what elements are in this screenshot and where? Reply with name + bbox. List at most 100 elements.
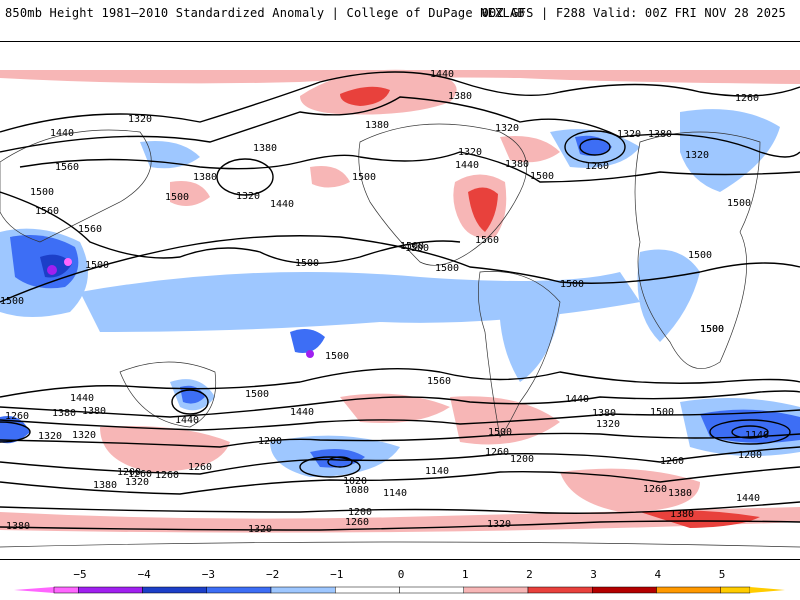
contour-1320-north [19,151,800,183]
contour-label: 1500 [727,198,751,209]
contour-label: 1440 [270,199,294,210]
contour-label: 1320 [617,129,641,140]
contour-label: 1080 [345,485,369,496]
map-panel: 1440 1380 1320 1380 1320 1260 1320 1380 … [0,41,800,560]
contour-labels: 1440 1380 1320 1380 1320 1260 1320 1380 … [0,69,769,535]
colorbar-segment [270,586,336,594]
contour-label: 1320 [248,524,272,535]
contour-label: 1440 [50,128,74,139]
asia-outline [0,129,152,243]
contour-label: 1260 [585,161,609,172]
colorbar-segment [399,586,464,594]
colorbar-tick-label: −5 [73,568,87,581]
contour-label: 1320 [72,430,96,441]
contour-label: 1260 [155,470,179,481]
antarctica-outline [0,541,800,548]
contour-label: 1320 [236,191,260,202]
colorbar-segment [656,586,721,594]
north-america-outline [358,123,528,266]
colorbar-segment [527,586,593,594]
contour-label: 1500 [245,389,269,400]
contour-1200-south [0,466,800,495]
contour-label: 1320 [487,519,511,530]
contour-label: 1440 [455,160,479,171]
pos-anomaly-arctic-strip [0,70,800,84]
contour-label: 1500 [295,258,319,269]
contour-label: 1320 [495,123,519,134]
contour-label: 1500 [325,351,349,362]
contour-label: 1200 [510,454,534,465]
contour-1500-subtropic [0,235,800,303]
contour-label: 1260 [735,93,759,104]
contour-label: 1260 [660,456,684,467]
contour-1440-south [0,390,800,418]
contour-low-north-atlantic-inner [579,138,611,156]
contour-label: 1260 [5,411,29,422]
colorbar-segment [53,586,79,594]
contour-label: 1380 [52,408,76,419]
colorbar-tick-label: −3 [201,568,216,581]
contour-low-west-south [0,421,31,443]
contour-label: 1140 [745,430,769,441]
contour-label: 1500 [0,296,24,307]
pos-anomaly-north-atlantic [500,136,560,163]
pos-anomaly-north-america-west [310,166,350,188]
colorbar-segment [206,586,272,594]
contour-label: 1140 [383,488,407,499]
run-info: 00Z GFS | F288 Valid: 00Z FRI NOV 28 202… [481,6,786,20]
contour-label: 1560 [475,235,499,246]
contour-label: 1500 [530,171,554,182]
europe-africa-outline [634,131,761,370]
contour-label: 1560 [78,224,102,235]
contour-label: 1440 [175,415,199,426]
contour-1320-south [0,432,800,448]
contour-label: 1440 [430,69,454,80]
contour-label: 1200 [738,450,762,461]
contour-label: 1260 [485,447,509,458]
contour-label: 1500 [30,187,54,198]
coastlines [0,123,800,548]
contour-low-south-pacific-inner [327,456,353,468]
contour-label: 1320 [125,477,149,488]
contour-label: 1320 [38,431,62,442]
contour-label: 1560 [427,376,451,387]
colorbar-segment [463,586,529,594]
map-svg: 1440 1380 1320 1380 1320 1260 1320 1380 … [0,69,800,548]
anomaly-shading [0,69,800,533]
contour-1320-far-south [0,520,800,531]
neg-anomaly-west-pacific-center [47,265,57,275]
contour-label: 1140 [425,466,449,477]
contour-label: 1320 [685,150,709,161]
contour-label: 1500 [700,324,724,335]
contour-label: 1440 [70,393,94,404]
colorbar-max-arrow [750,587,785,593]
contour-1380-south [0,409,800,431]
contour-low-north-atlantic [564,130,626,164]
contour-1500-south [0,367,800,398]
contour-label: 1380 [592,408,616,419]
pos-anomaly-east-us-core [468,187,498,232]
colorbar-segment [78,586,143,594]
pos-anomaly-atlantic-south [640,510,760,528]
contour-label: 1260 [345,517,369,528]
colorbar-tick-label: 4 [654,568,662,581]
contour-label: 1500 [352,172,376,183]
contour-low-south-indian [709,419,791,445]
neg-anomaly-south-pacific-island [290,328,325,353]
contour-1260-far-south [0,501,800,514]
contour-label: 1500 [650,407,674,418]
colorbar-tick-label: −4 [137,568,151,581]
contour-label: 1500 [688,250,712,261]
contour-label: 1320 [458,147,482,158]
neg-anomaly-west-pacific-center-2 [64,258,72,266]
contour-1260-south [0,446,800,475]
contour-label: 1380 [82,406,106,417]
colorbar-tick-label: −1 [330,568,344,581]
contour-low-south-pacific [299,456,361,478]
colorbar-tick-label: 0 [397,568,405,581]
colorbar-segment [335,586,400,594]
pos-anomaly-mid-pacific [170,181,210,206]
contour-1440-australia [171,389,209,415]
colorbar-tick-label: 1 [461,568,469,581]
colorbar-segment [592,586,657,594]
